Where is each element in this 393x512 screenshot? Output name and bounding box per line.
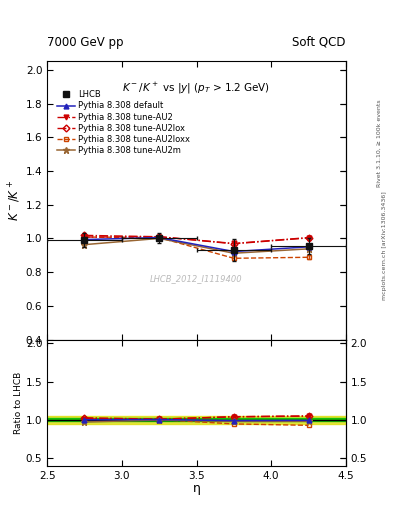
Text: LHCB_2012_I1119400: LHCB_2012_I1119400 — [150, 274, 243, 283]
Text: 7000 GeV pp: 7000 GeV pp — [47, 36, 124, 49]
Text: Soft QCD: Soft QCD — [292, 36, 346, 49]
X-axis label: η: η — [193, 482, 200, 495]
Y-axis label: Ratio to LHCB: Ratio to LHCB — [14, 372, 23, 434]
Text: Rivet 3.1.10, ≥ 100k events: Rivet 3.1.10, ≥ 100k events — [377, 99, 382, 187]
Legend: LHCB, Pythia 8.308 default, Pythia 8.308 tune-AU2, Pythia 8.308 tune-AU2lox, Pyt: LHCB, Pythia 8.308 default, Pythia 8.308… — [54, 88, 193, 157]
Text: $K^-$/$K^+$ vs $|y|$ ($p_T$ > 1.2 GeV): $K^-$/$K^+$ vs $|y|$ ($p_T$ > 1.2 GeV) — [123, 81, 270, 96]
Text: mcplots.cern.ch [arXiv:1306.3436]: mcplots.cern.ch [arXiv:1306.3436] — [382, 191, 387, 300]
Y-axis label: $K^-$/$K^+$: $K^-$/$K^+$ — [7, 180, 23, 221]
